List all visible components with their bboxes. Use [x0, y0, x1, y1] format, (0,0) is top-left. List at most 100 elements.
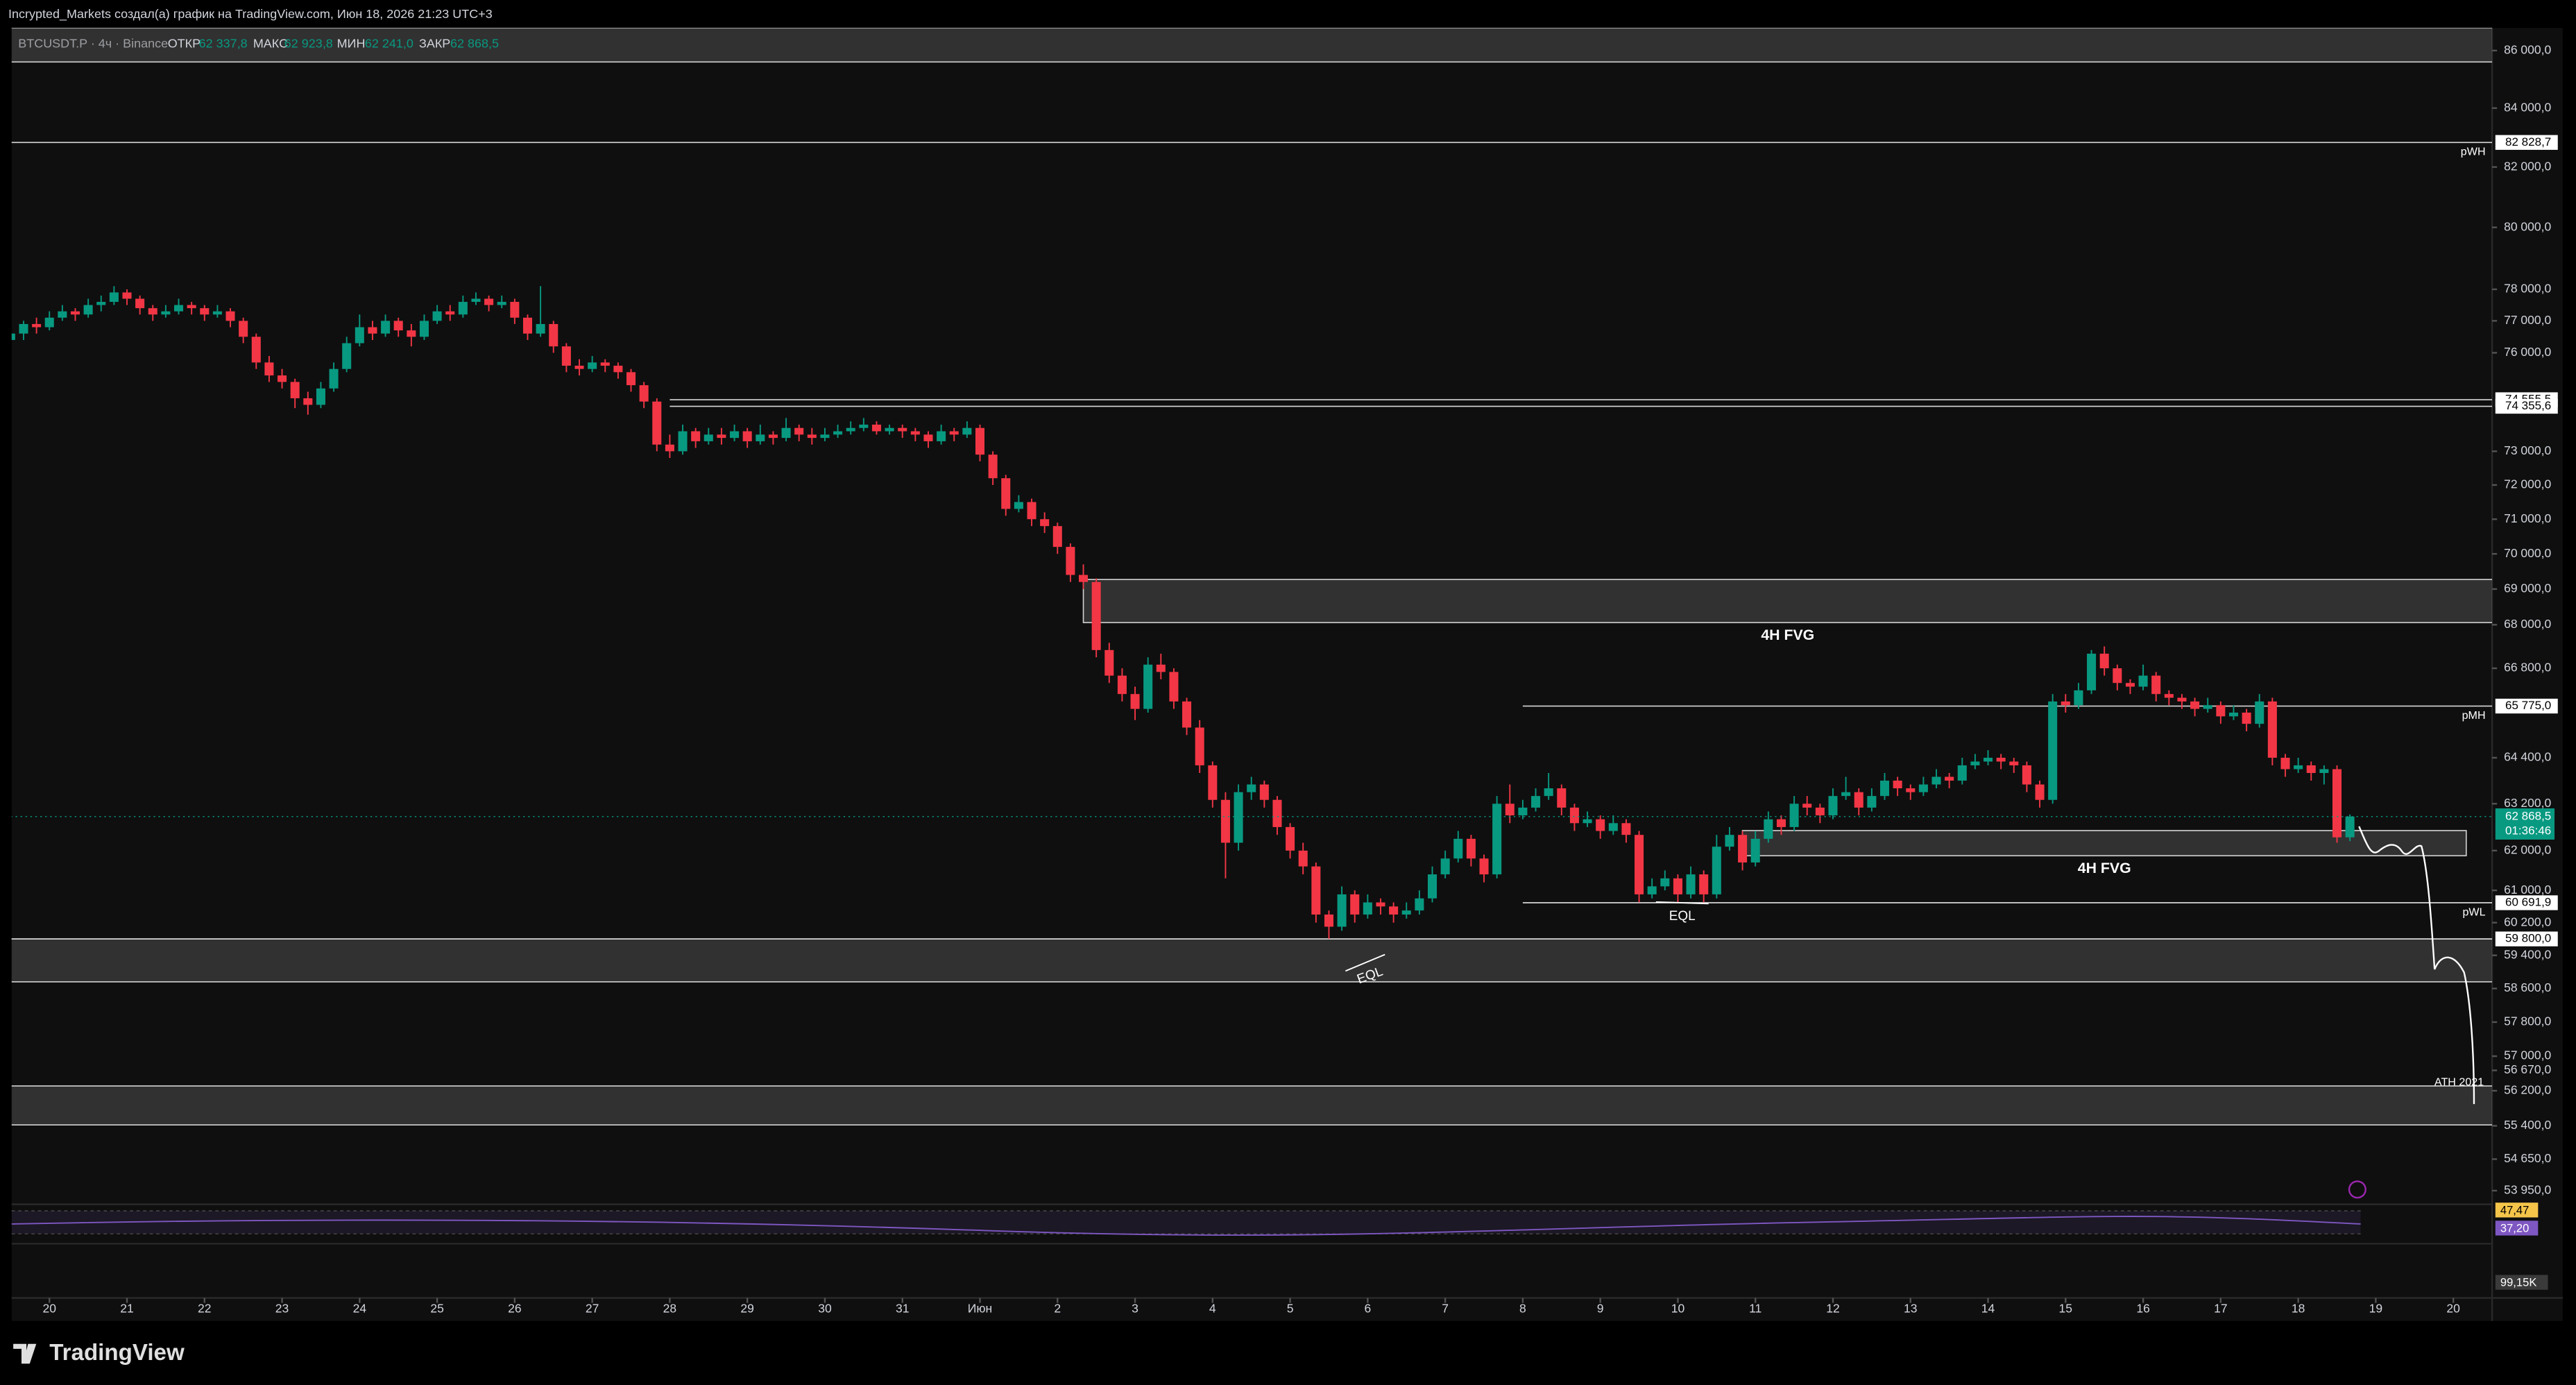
y-tick-label: 64 400,0: [2504, 750, 2551, 764]
rsi-line: [11, 1216, 2361, 1236]
candle-body: [588, 362, 597, 369]
candle-body: [225, 311, 235, 321]
x-tick-label: 4: [1209, 1302, 1216, 1316]
x-tick-label: 20: [42, 1302, 56, 1316]
level-label: 65 775,0: [2505, 699, 2551, 712]
candle-body: [717, 434, 726, 439]
candle-body: [419, 321, 429, 337]
level-tag: pMH: [2462, 709, 2486, 722]
y-tick-label: 60 200,0: [2504, 915, 2551, 928]
candle-body: [1298, 850, 1308, 867]
x-tick-label: 13: [1904, 1302, 1917, 1316]
candle-body: [1014, 502, 1023, 509]
candle-body: [1879, 781, 1890, 797]
candle-body: [148, 308, 157, 315]
zone-label: ATH 2021: [2434, 1076, 2484, 1089]
level-box: [2495, 698, 2558, 714]
candle-body: [2113, 668, 2122, 683]
candle-body: [820, 434, 830, 439]
x-tick-label: Июн: [968, 1302, 992, 1316]
candle-body: [1544, 788, 1553, 797]
zone: [11, 1085, 2493, 1126]
candle-body: [2125, 683, 2135, 687]
candle-body: [1415, 898, 1424, 911]
candle-body: [432, 311, 442, 321]
candle-body: [1828, 796, 1838, 816]
chart-area: [11, 28, 2563, 1321]
candle-body: [2255, 701, 2264, 724]
candle-body: [639, 385, 649, 402]
candle-body: [458, 302, 468, 315]
candle-body: [70, 311, 80, 315]
ohlc-value: 62 241,0: [365, 37, 413, 51]
x-tick-label: 11: [1749, 1302, 1762, 1316]
candle-body: [2280, 758, 2290, 770]
candle-body: [549, 323, 558, 347]
x-tick-label: 7: [1442, 1302, 1449, 1316]
candle-body: [1286, 826, 1295, 851]
candle-body: [1027, 502, 1037, 520]
x-tick-label: 20: [2446, 1302, 2460, 1316]
y-tick-label: 70 000,0: [2504, 546, 2551, 560]
candle-body: [212, 311, 222, 315]
y-tick-label: 56 200,0: [2504, 1083, 2551, 1097]
zone: [1082, 579, 2493, 624]
candle-body: [2099, 654, 2109, 669]
candle-body: [1052, 526, 1062, 547]
last-price-box: [2495, 808, 2555, 840]
candle-body: [768, 434, 778, 439]
candle-body: [1996, 758, 2006, 762]
candle-body: [2177, 697, 2187, 702]
candle-body: [1647, 886, 1657, 894]
candle-body: [32, 323, 42, 328]
x-tick-label: 21: [120, 1302, 133, 1316]
candle-body: [471, 298, 481, 303]
x-tick-label: 22: [198, 1302, 211, 1316]
candle-body: [1440, 858, 1450, 875]
x-tick-label: 30: [818, 1302, 832, 1316]
y-tick-label: 57 800,0: [2504, 1014, 2551, 1028]
candle-body: [613, 366, 623, 373]
ohlc-name: МИН: [337, 37, 366, 51]
x-tick-label: 16: [2136, 1302, 2149, 1316]
y-tick-label: 54 650,0: [2504, 1151, 2551, 1165]
candle-body: [1569, 807, 1579, 824]
candle-body: [1337, 894, 1347, 927]
candle-body: [497, 302, 506, 305]
candle-body: [393, 321, 403, 331]
x-tick-label: 14: [1981, 1302, 1995, 1316]
x-tick-label: 2: [1054, 1302, 1061, 1316]
alert-icon[interactable]: [2348, 1180, 2366, 1199]
candle-body: [1841, 792, 1851, 797]
candle-body: [574, 366, 584, 369]
candle-body: [264, 362, 274, 376]
x-tick-label: 24: [353, 1302, 367, 1316]
candle-body: [1505, 804, 1515, 816]
y-tick-label: 72 000,0: [2504, 477, 2551, 491]
candle-body: [1195, 727, 1204, 765]
x-tick-label: 19: [2369, 1302, 2382, 1316]
candle-body: [251, 337, 261, 363]
zone: [11, 938, 2493, 983]
candle-body: [833, 431, 843, 435]
candle-body: [742, 431, 752, 441]
level-box: [2495, 895, 2558, 910]
y-tick-label: 73 000,0: [2504, 443, 2551, 457]
x-tick-label: 18: [2292, 1302, 2305, 1316]
x-tick-label: 27: [586, 1302, 599, 1316]
x-tick-label: 26: [508, 1302, 521, 1316]
candle-body: [1764, 819, 1773, 839]
candle-body: [1970, 761, 1980, 765]
candle-body: [187, 305, 196, 309]
level-label: 74 355,6: [2505, 399, 2551, 412]
candle-body: [1208, 765, 1218, 800]
y-tick-label: 66 800,0: [2504, 661, 2551, 674]
candle-body: [19, 323, 28, 334]
rsi-value: 47,47: [2500, 1203, 2529, 1216]
symbol: BTCUSDT.P · 4ч · Binance: [18, 37, 168, 51]
candle-body: [2022, 765, 2031, 785]
eql-line: [1345, 953, 1385, 972]
candle-body: [910, 431, 920, 435]
candle-body: [1169, 672, 1179, 702]
candle-body: [1272, 799, 1282, 827]
